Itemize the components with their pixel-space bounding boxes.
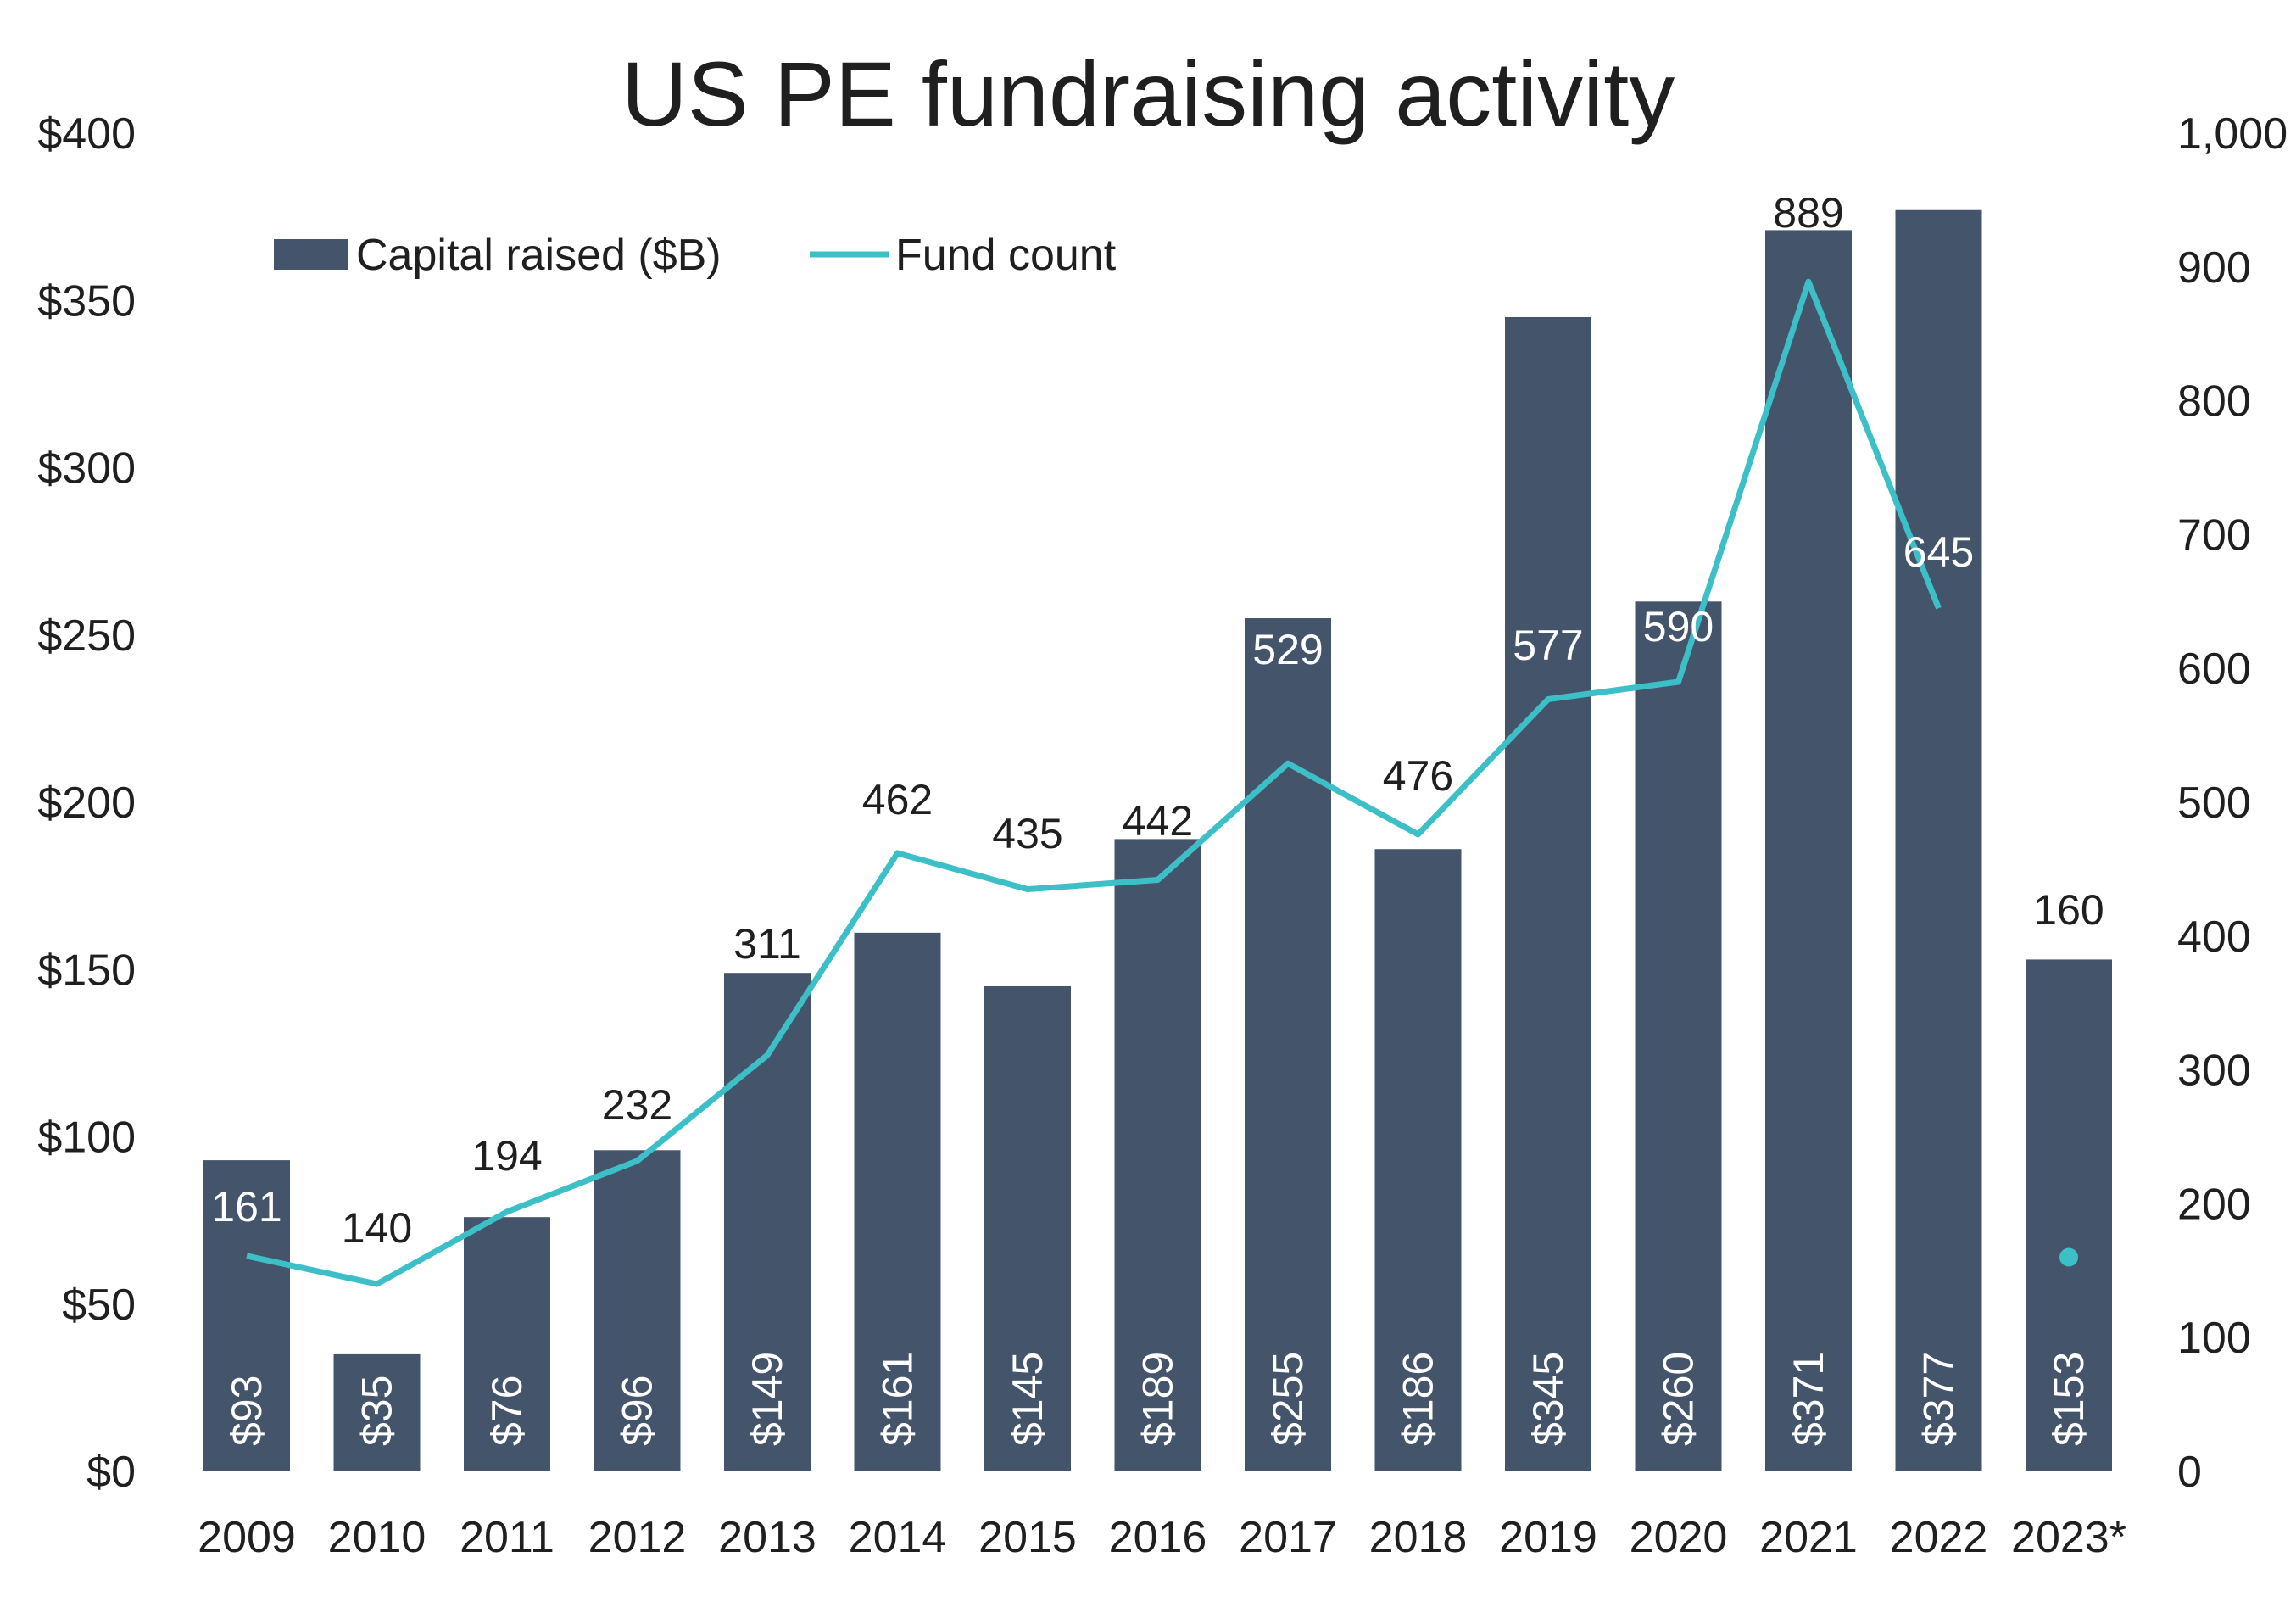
bar [2026, 959, 2112, 1471]
y-axis-right: 0 100 200 300 400 500 600 700 800 900 1,000 [2177, 109, 2288, 1497]
bar-value-label: $35 [354, 1376, 401, 1446]
bar [1765, 230, 1852, 1471]
bar [594, 1150, 681, 1471]
x-tick-label: 2012 [588, 1513, 687, 1562]
legend-label-capital: Capital raised ($B) [356, 231, 722, 280]
y-right-tick-label: 200 [2177, 1180, 2251, 1229]
bar-value-label: $149 [744, 1352, 791, 1446]
legend: Capital raised ($B) Fund count [274, 231, 1117, 280]
y-right-tick-label: 800 [2177, 377, 2251, 427]
bar [1895, 209, 1982, 1472]
y-right-tick-label: 100 [2177, 1314, 2251, 1363]
bar-value-label: $260 [1655, 1352, 1702, 1446]
y-right-tick-label: 700 [2177, 511, 2251, 560]
chart-title: US PE fundraising activity [621, 42, 1675, 145]
bar-value-labels: $93 $35 $76 $96 $149 $161 $145 $189 $255 $186 $345… [223, 1352, 2093, 1446]
legend-label-fund-count: Fund count [895, 231, 1117, 280]
fund-count-line [246, 278, 1942, 1287]
bar [464, 1217, 550, 1471]
x-tick-label: 2011 [460, 1513, 554, 1562]
bar-value-label: $161 [874, 1352, 922, 1446]
legend-swatch-capital [274, 239, 348, 270]
count-value-label: 577 [1513, 622, 1583, 669]
y-left-tick-label: $0 [86, 1448, 136, 1497]
bar [854, 932, 941, 1471]
bar [1635, 601, 1722, 1471]
count-value-label: 645 [1903, 528, 1974, 576]
fund-count-point [2059, 1247, 2078, 1267]
y-right-tick-label: 500 [2177, 779, 2251, 828]
y-right-tick-label: 300 [2177, 1046, 2251, 1096]
bar-value-label: $186 [1395, 1352, 1442, 1446]
count-value-label: 311 [733, 920, 801, 968]
bar-value-label: $255 [1264, 1352, 1312, 1446]
y-left-tick-label: $350 [37, 276, 136, 326]
x-tick-label: 2023* [2011, 1513, 2126, 1562]
y-right-tick-label: 900 [2177, 243, 2251, 293]
x-tick-label: 2017 [1239, 1513, 1337, 1562]
x-tick-label: 2020 [1630, 1513, 1728, 1562]
bar-value-label: $189 [1134, 1352, 1182, 1446]
bar-value-label: $145 [1004, 1352, 1051, 1446]
x-tick-label: 2018 [1369, 1513, 1468, 1562]
bar [1245, 618, 1331, 1471]
count-value-label: 476 [1383, 752, 1453, 800]
count-value-label: 232 [602, 1081, 672, 1129]
count-value-label: 529 [1252, 626, 1323, 673]
x-tick-label: 2015 [978, 1513, 1077, 1562]
count-value-label: 160 [2033, 886, 2104, 934]
y-right-tick-label: 1,000 [2177, 109, 2288, 159]
y-left-tick-label: $150 [37, 946, 136, 995]
x-tick-label: 2022 [1890, 1513, 1988, 1562]
bar [1505, 316, 1591, 1472]
x-tick-label: 2009 [198, 1513, 296, 1562]
bar-value-label: $345 [1524, 1352, 1572, 1446]
y-left-tick-label: $200 [37, 779, 136, 828]
x-tick-label: 2016 [1109, 1513, 1207, 1562]
y-right-tick-label: 600 [2177, 645, 2251, 694]
x-tick-label: 2014 [849, 1513, 947, 1562]
bar-value-label: $371 [1785, 1352, 1832, 1446]
count-value-label: 462 [862, 776, 933, 823]
y-right-tick-label: 0 [2177, 1448, 2202, 1497]
x-tick-label: 2013 [718, 1513, 816, 1562]
x-tick-label: 2019 [1499, 1513, 1597, 1562]
bar-value-label: $76 [483, 1376, 531, 1446]
y-left-tick-label: $50 [62, 1281, 136, 1330]
y-left-tick-label: $250 [37, 611, 136, 661]
count-value-labels: 161 140 194 232 311 462 435 442 529 476 577 590 889 6… [211, 189, 2104, 1252]
bar-value-label: $153 [2045, 1352, 2093, 1446]
count-value-label: 161 [211, 1183, 281, 1231]
bar [984, 985, 1071, 1471]
bar [203, 1160, 290, 1471]
count-value-label: 435 [992, 810, 1062, 857]
y-left-tick-label: $100 [37, 1113, 136, 1163]
y-left-tick-label: $400 [37, 109, 136, 159]
count-value-label: 140 [342, 1204, 412, 1252]
x-tick-label: 2010 [328, 1513, 426, 1562]
bar [1114, 839, 1201, 1471]
y-left-tick-label: $300 [37, 444, 136, 494]
x-axis: 2009 2010 2011 2012 2013 2014 2015 2016 2017 2018… [198, 1513, 2126, 1562]
x-tick-label: 2021 [1759, 1513, 1858, 1562]
bar [1374, 849, 1462, 1471]
line-series [246, 278, 2078, 1287]
bar-series [203, 209, 2112, 1472]
count-value-label: 889 [1773, 189, 1843, 237]
count-value-label: 442 [1123, 797, 1193, 845]
bar-value-label: $377 [1915, 1352, 1963, 1446]
count-value-label: 590 [1643, 603, 1714, 650]
y-right-tick-label: 400 [2177, 913, 2251, 962]
bar-value-label: $96 [614, 1376, 661, 1446]
y-axis-left: $0 $50 $100 $150 $200 $250 $300 $350 $400 [37, 109, 136, 1497]
bar [333, 1353, 421, 1471]
bar-value-label: $93 [223, 1376, 270, 1446]
count-value-label: 194 [471, 1132, 542, 1180]
